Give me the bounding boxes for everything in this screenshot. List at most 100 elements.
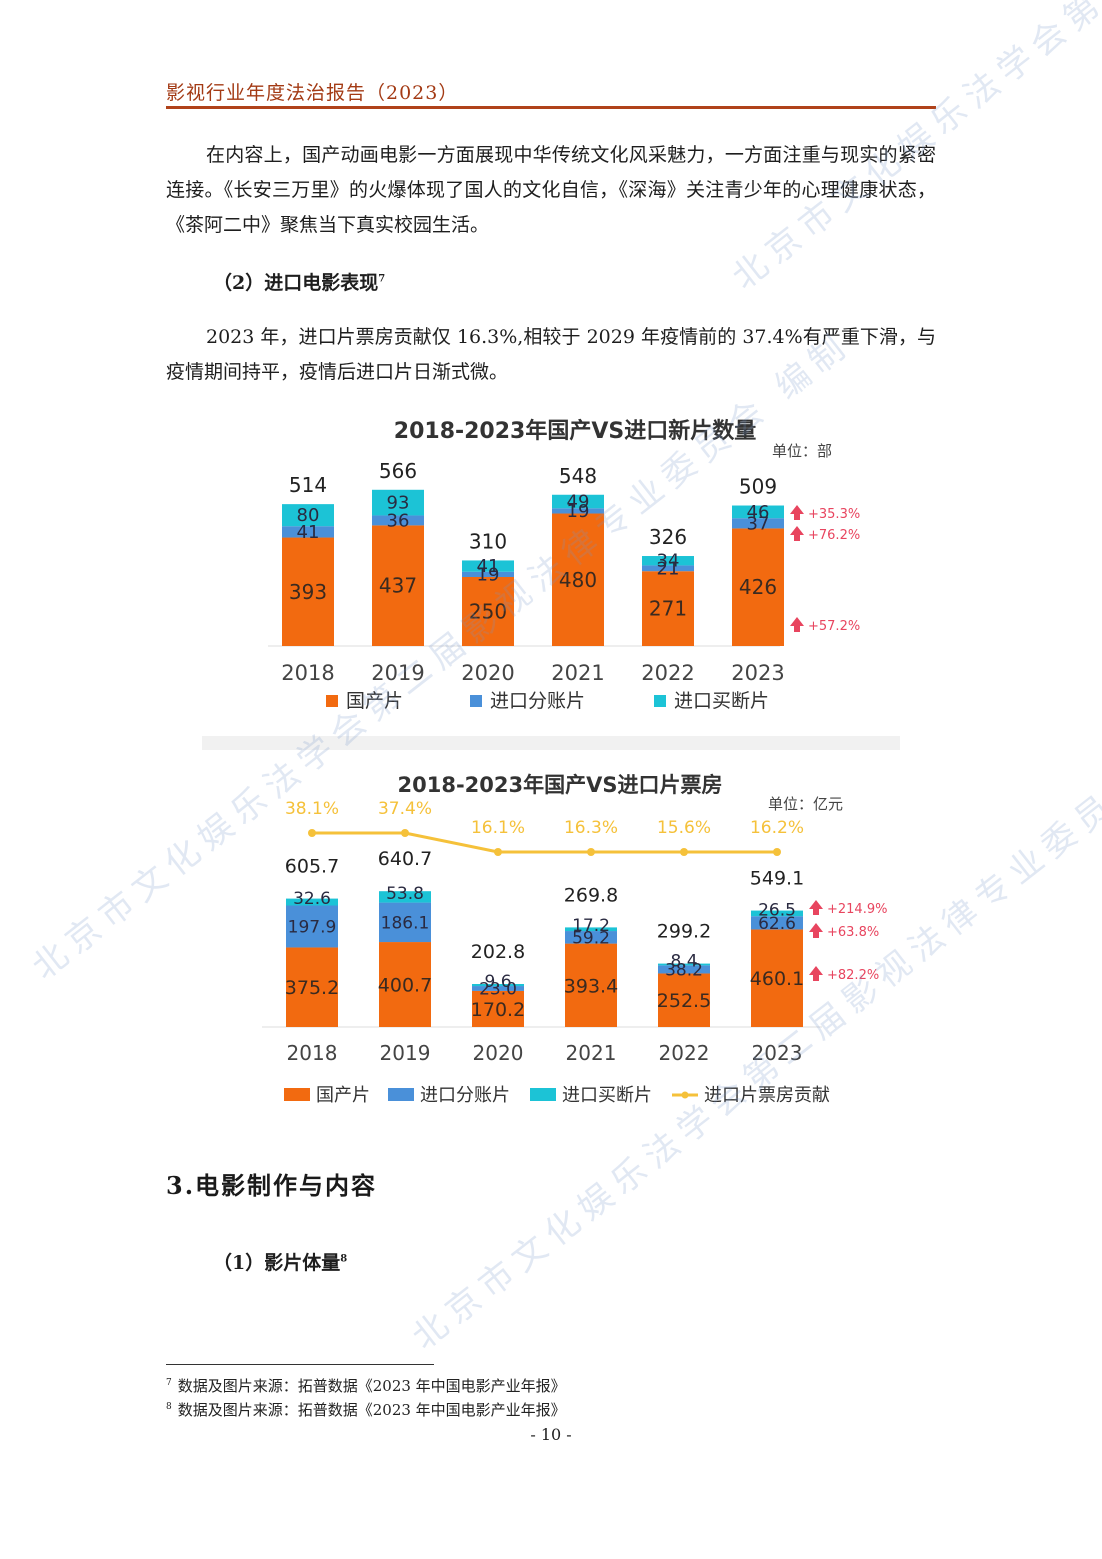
paragraph-imported-share: 2023 年，进口片票房贡献仅 16.3%,相较于 2029 年疫情前的 37.… xyxy=(166,326,936,383)
x-tick-label: 2020 xyxy=(473,1041,524,1065)
x-tick-label: 2022 xyxy=(641,661,694,685)
bar-segment xyxy=(379,902,431,943)
chart-separator xyxy=(202,736,900,750)
x-tick-label: 2019 xyxy=(371,661,424,685)
bar-value-label: 437 xyxy=(379,574,417,598)
bar-total-label: 202.8 xyxy=(471,941,525,963)
chart-unit-label: 单位：部 xyxy=(772,442,832,460)
growth-annotation: +63.8% xyxy=(827,925,879,940)
growth-arrow-icon xyxy=(809,966,823,981)
chart-unit-label: 单位：亿元 xyxy=(768,795,843,813)
bar-segment xyxy=(732,528,784,646)
contribution-point xyxy=(494,848,502,856)
contribution-label: 15.6% xyxy=(657,818,711,838)
x-tick-label: 2018 xyxy=(287,1041,338,1065)
bar-value-label: 252.5 xyxy=(657,990,711,1012)
x-tick-label: 2022 xyxy=(659,1041,710,1065)
bar-total-label: 310 xyxy=(469,529,507,553)
bar-segment xyxy=(286,898,338,906)
section-title: 3.电影制作与内容 xyxy=(166,1171,378,1200)
bar-segment xyxy=(658,973,710,1027)
contribution-line xyxy=(312,831,777,854)
footnote-number: 7 xyxy=(166,1378,172,1388)
bar-segment xyxy=(751,916,803,930)
bar-value-label: 9.6 xyxy=(484,972,511,992)
legend-label: 进口分账片 xyxy=(490,690,585,712)
contribution-point xyxy=(680,848,688,856)
footnote-ref: 7 xyxy=(378,273,386,285)
bar-value-label: 93 xyxy=(387,493,410,514)
bar-total-label: 640.7 xyxy=(378,848,432,870)
growth-annotation: +35.3% xyxy=(808,507,860,522)
legend-label: 国产片 xyxy=(346,690,403,712)
chart-title: 2018-2023年国产VS进口新片数量 xyxy=(394,418,756,444)
bar-value-label: 375.2 xyxy=(285,977,339,999)
bar-value-label: 41 xyxy=(297,522,320,543)
contribution-label: 16.2% xyxy=(750,818,804,838)
x-tick-label: 2018 xyxy=(281,661,334,685)
bar-segment xyxy=(462,577,514,646)
growth-annotation: +76.2% xyxy=(808,528,860,543)
x-tick-label: 2021 xyxy=(566,1041,617,1065)
bar-segment xyxy=(379,942,431,1027)
bar-total-label: 566 xyxy=(379,459,417,483)
bar-segment xyxy=(462,571,514,577)
bar-segment xyxy=(282,504,334,527)
bar-value-label: 36 xyxy=(387,510,410,531)
footnote-text: 数据及图片来源：拓普数据《2023 年中国电影产业年报》 xyxy=(177,1401,566,1419)
bar-value-label: 38.2 xyxy=(665,960,703,980)
bar-segment xyxy=(658,963,710,966)
bar-segment xyxy=(565,931,617,944)
x-tick-label: 2021 xyxy=(551,661,604,685)
bar-segment xyxy=(658,965,710,974)
chart-new-films: 2018-2023年国产VS进口新片数量 单位：部 393 41 80 514 2018 43… xyxy=(250,404,900,734)
bar-segment xyxy=(552,508,604,514)
bar-total-label: 549.1 xyxy=(750,868,804,890)
bar-value-label: 53.8 xyxy=(386,884,424,904)
bar-segment xyxy=(286,947,338,1027)
bar-value-label: 41 xyxy=(477,556,500,577)
bar-segment xyxy=(379,891,431,903)
legend-swatch xyxy=(530,1088,556,1101)
page-number: - 10 - xyxy=(530,1425,572,1444)
growth-arrow-icon xyxy=(809,923,823,938)
bar-value-label: 17.2 xyxy=(572,916,610,936)
bar-segment xyxy=(732,518,784,529)
bar-segment xyxy=(286,905,338,948)
bar-value-label: 393.4 xyxy=(564,975,618,997)
legend-label: 进口片票房贡献 xyxy=(704,1085,830,1106)
bar-value-label: 400.7 xyxy=(378,975,432,997)
bar-segment xyxy=(751,929,803,1027)
paragraph-animation: 在内容上，国产动画电影一方面展现中华传统文化风采魅力，一方面注重与现实的紧密连接… xyxy=(166,144,936,236)
bar-value-label: 26.5 xyxy=(758,900,796,920)
bar-value-label: 32.6 xyxy=(293,889,331,909)
bar-value-label: 34 xyxy=(657,551,680,572)
running-header-title: 影视行业年度法治报告（2023） xyxy=(166,82,459,104)
bar-segment xyxy=(472,990,524,1027)
subhead-label: （1）影片体量 xyxy=(213,1252,341,1274)
legend-swatch xyxy=(326,695,338,707)
x-tick-label: 2023 xyxy=(752,1041,803,1065)
bar-value-label: 62.6 xyxy=(758,914,796,934)
chart-new-films-svg: 2018-2023年国产VS进口新片数量单位：部3934180514201843… xyxy=(268,418,860,712)
bar-total-label: 299.2 xyxy=(657,921,711,943)
bar-value-label: 271 xyxy=(649,597,687,621)
subhead-imported-films: （2）进口电影表现7 xyxy=(213,268,385,295)
bar-value-label: 480 xyxy=(559,568,597,592)
bar-value-label: 8.4 xyxy=(670,951,697,971)
bar-value-label: 186.1 xyxy=(381,913,430,933)
contribution-label: 16.1% xyxy=(471,818,525,838)
legend-swatch xyxy=(654,695,666,707)
chart-title: 2018-2023年国产VS进口片票房 xyxy=(398,773,723,797)
footnote-number: 8 xyxy=(166,1402,172,1412)
contribution-point xyxy=(773,848,781,856)
legend-swatch xyxy=(388,1088,414,1101)
bar-value-label: 49 xyxy=(567,492,590,513)
legend-swatch xyxy=(470,695,482,707)
legend-label: 进口分账片 xyxy=(420,1085,510,1106)
contribution-point xyxy=(308,829,316,837)
bar-segment xyxy=(565,943,617,1027)
bar-segment xyxy=(642,556,694,566)
x-tick-label: 2019 xyxy=(380,1041,431,1065)
bar-value-label: 80 xyxy=(297,505,320,526)
